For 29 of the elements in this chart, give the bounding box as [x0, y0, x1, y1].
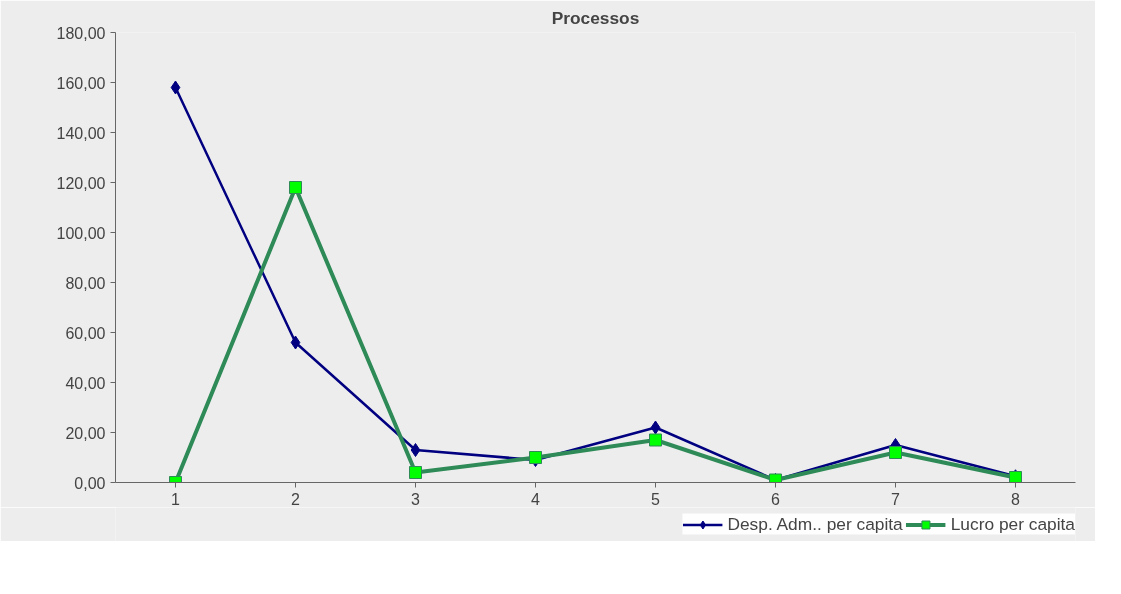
chart-title: Processos [551, 7, 640, 28]
y-tick-label: 160,00 [56, 74, 106, 92]
legend-label: Lucro per capita [950, 513, 1075, 535]
y-tick-label: 40,00 [65, 374, 106, 392]
x-tick-label: 6 [771, 490, 781, 508]
y-tick-label: 140,00 [56, 124, 106, 142]
y-tick-label: 80,00 [65, 274, 106, 292]
y-tick-label: 120,00 [56, 174, 106, 192]
y-tick-label: 100,00 [56, 224, 106, 242]
x-tick-label: 2 [291, 490, 301, 508]
y-tick-label: 180,00 [56, 24, 106, 42]
x-tick-label: 3 [411, 490, 421, 508]
y-tick-label: 20,00 [65, 424, 106, 442]
point [409, 466, 422, 479]
point [649, 433, 662, 447]
point [290, 335, 301, 350]
x-tick-label: 8 [1011, 490, 1021, 508]
x-tick-label: 7 [891, 490, 901, 508]
x-tick-label: 4 [531, 490, 541, 508]
point [650, 420, 661, 435]
point [410, 443, 421, 457]
x-tick-label: 1 [171, 490, 181, 508]
point [289, 181, 302, 194]
legend-label: Desp. Adm.. per capita [727, 513, 903, 535]
point [170, 80, 181, 95]
y-tick-label: 60,00 [65, 324, 106, 342]
point [889, 446, 902, 459]
y-tick-label: 0,00 [74, 474, 106, 492]
x-tick-label: 5 [651, 490, 661, 508]
